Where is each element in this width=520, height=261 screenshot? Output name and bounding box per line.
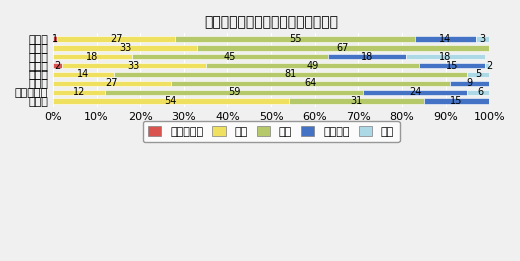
Bar [53,81,171,86]
Text: 45: 45 [224,52,236,62]
Text: 14: 14 [439,34,452,44]
Bar [53,72,114,77]
Text: 2: 2 [486,61,492,70]
Text: 49: 49 [306,61,319,70]
Text: 3: 3 [479,34,486,44]
Text: 55: 55 [289,34,301,44]
Text: 18: 18 [361,52,373,62]
Legend: かなり強い, 強い, 普通, やや弱い, 弱い: かなり強い, 強い, 普通, やや弱い, 弱い [142,121,400,142]
Bar [53,98,289,104]
Bar [467,72,489,77]
Bar [114,72,467,77]
Bar [328,54,406,59]
Text: 64: 64 [304,78,317,88]
Text: 5: 5 [475,69,482,79]
Text: 18: 18 [439,52,452,62]
Bar [485,63,493,68]
Text: 27: 27 [110,34,123,44]
Text: 54: 54 [164,96,177,106]
Bar [53,45,197,51]
Bar [106,90,362,95]
Text: 67: 67 [337,43,349,53]
Text: 31: 31 [350,96,362,106]
Bar [424,98,489,104]
Bar [197,45,489,51]
Bar [53,90,106,95]
Bar [53,36,57,42]
Text: 33: 33 [119,43,131,53]
Bar [62,63,205,68]
Text: 81: 81 [284,69,297,79]
Text: 6: 6 [477,87,484,97]
Text: 2: 2 [54,61,60,70]
Bar [420,63,485,68]
Bar [132,54,328,59]
Text: 9: 9 [466,78,473,88]
Text: 12: 12 [73,87,85,97]
Bar [57,36,175,42]
Bar [476,36,489,42]
Bar [205,63,420,68]
Bar [53,63,62,68]
Bar [406,54,485,59]
Text: 33: 33 [127,61,140,70]
Bar [175,36,415,42]
Title: 経営者の供給意欲について（割合）: 経営者の供給意欲について（割合） [204,15,338,29]
Bar [53,54,132,59]
Bar [362,90,467,95]
Bar [171,81,450,86]
Bar [450,81,489,86]
Text: 15: 15 [446,61,458,70]
Text: 59: 59 [228,87,240,97]
Text: 24: 24 [409,87,421,97]
Text: 18: 18 [86,52,98,62]
Text: 14: 14 [77,69,89,79]
Bar [467,90,493,95]
Text: 15: 15 [450,96,463,106]
Bar [415,36,476,42]
Text: 27: 27 [106,78,118,88]
Bar [289,98,424,104]
Text: 1: 1 [52,34,58,44]
